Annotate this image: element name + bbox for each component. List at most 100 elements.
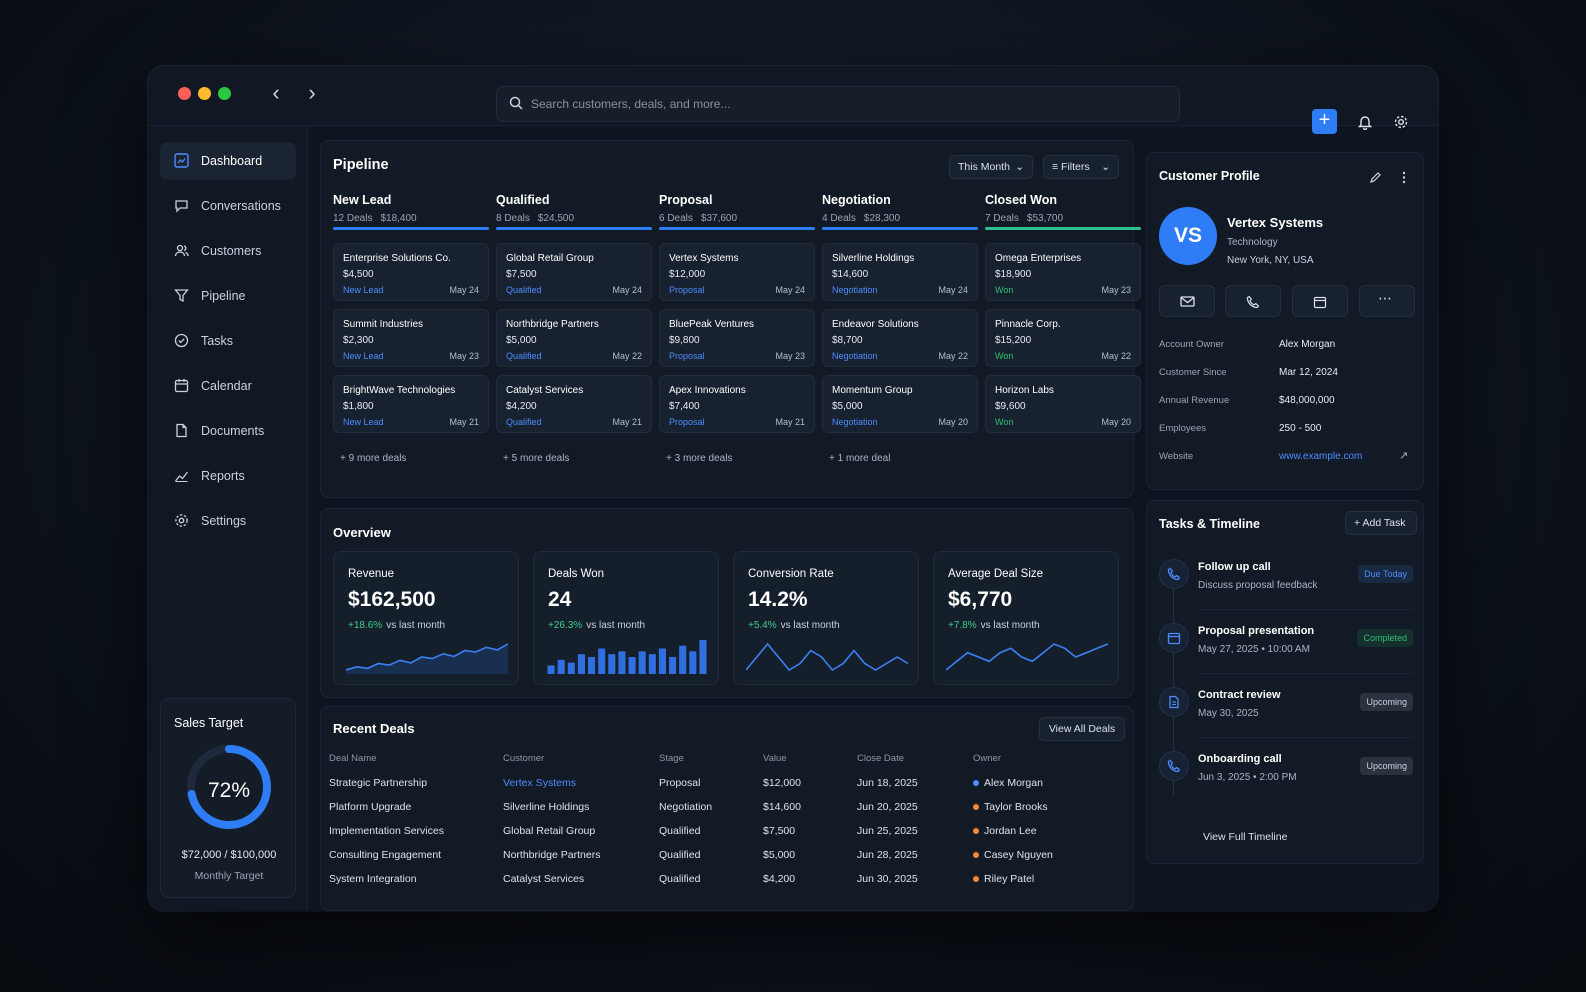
metric-change-suffix: vs last month xyxy=(980,620,1040,631)
search-input[interactable]: Search customers, deals, and more... xyxy=(531,97,731,111)
sidebar-item-customers[interactable]: Customers xyxy=(160,232,296,270)
deal-date: May 23 xyxy=(449,351,479,361)
sidebar-item-reports[interactable]: Reports xyxy=(160,457,296,495)
phone-icon xyxy=(1167,567,1181,581)
task-subtitle: Discuss proposal feedback xyxy=(1198,580,1318,591)
minimize-window-button[interactable] xyxy=(198,87,211,100)
deal-date: May 21 xyxy=(775,417,805,427)
metric-change-suffix: vs last month xyxy=(586,620,646,631)
deal-name: Summit Industries xyxy=(343,319,424,330)
more-deals-link[interactable]: + 5 more deals xyxy=(503,453,570,464)
sidebar-item-tasks[interactable]: Tasks xyxy=(160,322,296,360)
deal-value: $8,700 xyxy=(832,335,863,346)
column-bar xyxy=(333,227,489,230)
deal-stage: Negotiation xyxy=(832,417,878,427)
deal-stage: Negotiation xyxy=(832,285,878,295)
task-title[interactable]: Onboarding call xyxy=(1198,753,1282,765)
deal-card[interactable]: BluePeak Ventures $9,800 Proposal May 23 xyxy=(659,309,815,367)
column-bar xyxy=(496,227,652,230)
email-button[interactable] xyxy=(1159,285,1215,317)
view-all-deals-button[interactable]: View All Deals xyxy=(1039,717,1125,741)
table-cell-customer[interactable]: Vertex Systems xyxy=(503,777,576,789)
deal-name: Omega Enterprises xyxy=(995,253,1082,264)
gear-icon[interactable] xyxy=(1393,114,1409,130)
add-button[interactable]: + xyxy=(1312,109,1337,134)
sidebar-item-documents[interactable]: Documents xyxy=(160,412,296,450)
external-link-icon[interactable]: ↗ xyxy=(1399,450,1409,462)
table-cell-customer[interactable]: Northbridge Partners xyxy=(503,849,601,861)
owner-name: Casey Nguyen xyxy=(984,849,1053,861)
status-badge: Upcoming xyxy=(1360,757,1413,775)
call-button[interactable] xyxy=(1225,285,1281,317)
task-title[interactable]: Follow up call xyxy=(1198,561,1271,573)
deal-card[interactable]: Momentum Group $5,000 Negotiation May 20 xyxy=(822,375,978,433)
sparkline-bar xyxy=(588,657,596,674)
deal-card[interactable]: BrightWave Technologies $1,800 New Lead May… xyxy=(333,375,489,433)
deal-date: May 24 xyxy=(612,285,642,295)
period-dropdown[interactable]: This Month ⌄ xyxy=(949,155,1033,179)
chart-icon xyxy=(174,471,189,482)
deal-name: BrightWave Technologies xyxy=(343,385,456,396)
metric-change: +18.6% vs last month xyxy=(348,620,445,631)
table-cell-owner: Riley Patel xyxy=(973,873,1034,885)
deal-card[interactable]: Catalyst Services $4,200 Qualified May 21 xyxy=(496,375,652,433)
deal-card[interactable]: Endeavor Solutions $8,700 Negotiation May 2… xyxy=(822,309,978,367)
sidebar-item-conversations[interactable]: Conversations xyxy=(160,187,296,225)
tasks-title: Tasks & Timeline xyxy=(1159,517,1260,531)
table-cell-customer[interactable]: Silverline Holdings xyxy=(503,801,590,813)
task-title[interactable]: Contract review xyxy=(1198,689,1281,701)
bell-icon[interactable] xyxy=(1357,114,1373,130)
table-cell-customer[interactable]: Catalyst Services xyxy=(503,873,585,885)
deal-card[interactable]: Northbridge Partners $5,000 Qualified May 2… xyxy=(496,309,652,367)
customer-location: New York, NY, USA xyxy=(1227,255,1314,266)
deal-value: $14,600 xyxy=(832,269,869,280)
profile-field-value: Alex Morgan xyxy=(1279,339,1336,350)
search-bar[interactable]: Search customers, deals, and more... xyxy=(496,86,1180,122)
deal-card[interactable]: Silverline Holdings $14,600 Negotiation May… xyxy=(822,243,978,301)
table-cell-stage: Negotiation xyxy=(659,801,713,813)
deal-card[interactable]: Vertex Systems $12,000 Proposal May 24 xyxy=(659,243,815,301)
metric-card: Deals Won 24 +26.3% vs last month xyxy=(533,551,719,685)
calendar-icon xyxy=(174,379,189,393)
sidebar-item-settings[interactable]: Settings xyxy=(160,502,296,540)
deal-card[interactable]: Enterprise Solutions Co. $4,500 New Lead Ma… xyxy=(333,243,489,301)
maximize-window-button[interactable] xyxy=(218,87,231,100)
back-arrow-icon[interactable]: ‹ xyxy=(272,80,280,105)
view-full-timeline-link[interactable]: View Full Timeline xyxy=(1203,831,1288,843)
more-deals-link[interactable]: + 9 more deals xyxy=(340,453,407,464)
more-vertical-icon[interactable] xyxy=(1401,171,1407,184)
deal-card[interactable]: Apex Innovations $7,400 Proposal May 21 xyxy=(659,375,815,433)
sales-target-percent: 72% xyxy=(207,779,251,802)
deal-card[interactable]: Omega Enterprises $18,900 Won May 23 xyxy=(985,243,1141,301)
metric-change-suffix: vs last month xyxy=(386,620,446,631)
filters-button[interactable]: ≡ Filters ⌄ xyxy=(1043,155,1119,179)
sidebar-item-calendar[interactable]: Calendar xyxy=(160,367,296,405)
deal-value: $7,500 xyxy=(506,269,537,280)
more-deals-link[interactable]: + 1 more deal xyxy=(829,453,891,464)
table-cell-date: Jun 20, 2025 xyxy=(857,801,918,813)
sales-target-title: Sales Target xyxy=(174,716,244,730)
add-task-button[interactable]: + Add Task xyxy=(1345,511,1417,535)
more-actions-button[interactable]: ⋯ xyxy=(1359,285,1415,317)
table-cell-customer[interactable]: Global Retail Group xyxy=(503,825,596,837)
table-header: Customer xyxy=(503,753,545,764)
deal-card[interactable]: Global Retail Group $7,500 Qualified May 24 xyxy=(496,243,652,301)
column-meta: 6 Deals $37,600 xyxy=(659,213,815,224)
deal-card[interactable]: Pinnacle Corp. $15,200 Won May 22 xyxy=(985,309,1141,367)
deal-card[interactable]: Horizon Labs $9,600 Won May 20 xyxy=(985,375,1141,433)
more-deals-link[interactable]: + 3 more deals xyxy=(666,453,733,464)
website-link[interactable]: www.example.com xyxy=(1279,451,1363,462)
deal-card[interactable]: Summit Industries $2,300 New Lead May 23 xyxy=(333,309,489,367)
schedule-button[interactable] xyxy=(1292,285,1348,317)
sidebar-item-dashboard[interactable]: Dashboard xyxy=(160,142,296,180)
task-subtitle: May 27, 2025 • 10:00 AM xyxy=(1198,644,1310,655)
edit-icon[interactable] xyxy=(1369,171,1382,184)
close-window-button[interactable] xyxy=(178,87,191,100)
column-count: 12 Deals xyxy=(333,213,373,224)
metric-label: Revenue xyxy=(348,568,395,580)
sidebar-item-pipeline[interactable]: Pipeline xyxy=(160,277,296,315)
period-label: This Month xyxy=(958,161,1010,173)
task-title[interactable]: Proposal presentation xyxy=(1198,625,1315,637)
forward-arrow-icon[interactable]: › xyxy=(308,80,316,105)
phone-icon xyxy=(1246,295,1260,309)
